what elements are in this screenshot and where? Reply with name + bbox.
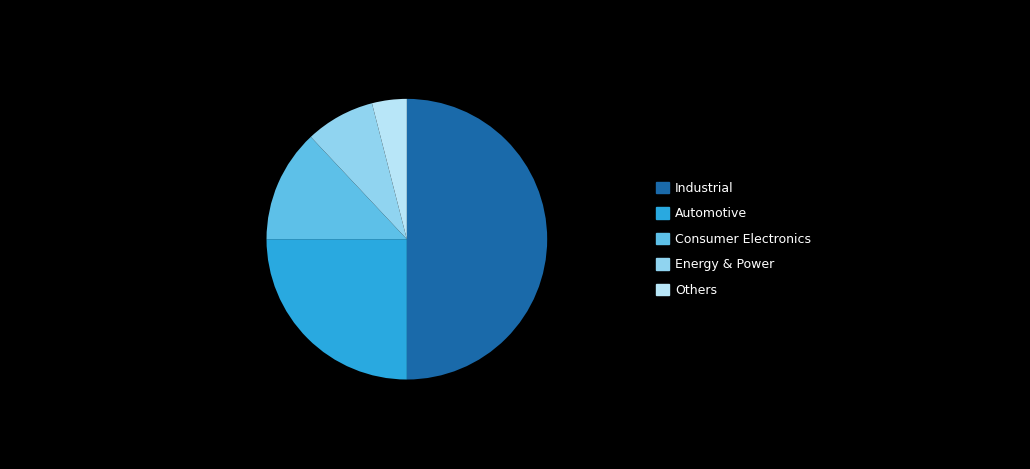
Wedge shape [267, 239, 407, 379]
Text: Insulated Gate Bipolar Transistor Market: Insulated Gate Bipolar Transistor Market [201, 14, 582, 32]
Wedge shape [267, 137, 407, 239]
Wedge shape [311, 103, 407, 239]
Wedge shape [407, 99, 547, 379]
Legend: Industrial, Automotive, Consumer Electronics, Energy & Power, Others: Industrial, Automotive, Consumer Electro… [652, 178, 815, 301]
Wedge shape [372, 99, 407, 239]
